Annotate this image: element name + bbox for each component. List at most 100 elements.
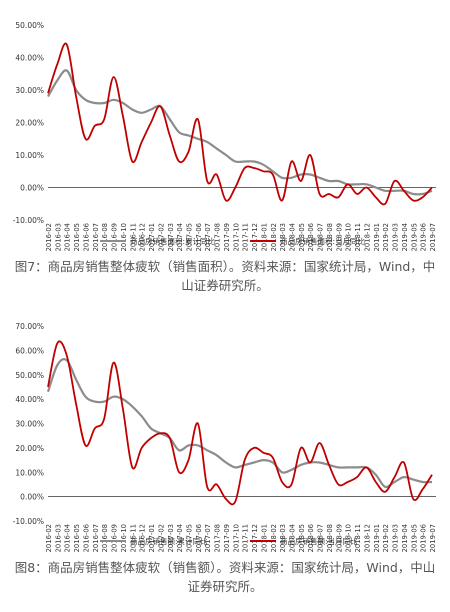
y-tick-label: 40.00% (15, 395, 44, 404)
x-tick-label: 2016-04 (64, 524, 72, 552)
x-tick-label: 2018-09 (335, 524, 343, 552)
x-tick-label: 2019-07 (429, 524, 437, 552)
legend-label: 商品房销售面积:累计同比 (130, 236, 216, 246)
x-tick-label: 2016-11 (129, 223, 137, 251)
x-tick-label: 2016-03 (54, 223, 62, 251)
y-tick-label: 10.00% (15, 468, 44, 477)
x-tick-label: 2016-07 (92, 524, 100, 552)
x-tick-label: 2018-07 (317, 524, 325, 552)
x-tick-label: 2017-08 (214, 524, 222, 552)
x-tick-label: 2018-09 (335, 223, 343, 251)
x-tick-label: 2016-06 (82, 524, 90, 552)
x-tick-label: 2018-12 (363, 223, 371, 251)
x-tick-label: 2019-07 (429, 223, 437, 251)
x-tick-label: 2018-01 (260, 223, 268, 251)
x-tick-label: 2016-05 (73, 524, 81, 552)
x-tick-label: 2017-04 (176, 223, 184, 251)
x-tick-label: 2017-05 (185, 223, 193, 251)
x-tick-label: 2019-02 (382, 524, 390, 552)
x-tick-label: 2016-11 (129, 524, 137, 552)
x-tick-label: 2019-03 (392, 223, 400, 251)
x-tick-label: 2017-01 (148, 524, 156, 552)
series-monthly-yoy-line (47, 42, 433, 206)
legend-label: 商品房销售额:当月同比 (280, 536, 358, 546)
y-tick-label: -10.00% (13, 216, 44, 225)
series-monthly-yoy-line (47, 340, 433, 506)
x-tick-label: 2017-06 (195, 524, 203, 552)
y-tick-label: 10.00% (15, 151, 44, 160)
x-tick-label: 2017-09 (223, 223, 231, 251)
chart-sales-amount: 70.00% 60.00% 50.00% 40.00% 30.00% 20.00% 10.0… (13, 322, 437, 552)
y-tick-label: 20.00% (15, 444, 44, 453)
y-tick-label: 50.00% (15, 371, 44, 380)
chart-sales-area: 50.00% 40.00% 30.00% 20.00% 10.00% 0.00% -10.0… (13, 21, 437, 251)
x-tick-label: 2017-03 (167, 223, 175, 251)
x-tick-label: 2016-09 (111, 223, 119, 251)
x-tick-label: 2018-10 (345, 223, 353, 251)
series-cumulative-yoy-line (47, 69, 433, 196)
x-tick-label: 2018-08 (326, 524, 334, 552)
y-tick-label: 30.00% (15, 420, 44, 429)
x-tick-label: 2018-05 (298, 524, 306, 552)
x-tick-label: 2016-02 (45, 524, 53, 552)
x-tick-label: 2019-06 (420, 524, 428, 552)
y-tick-label: 0.00% (20, 493, 44, 502)
figure-7-caption: 图7：商品房销售整体疲软（销售面积）。资料来源：国家统计局，Wind，中山证券研… (14, 259, 436, 293)
x-tick-label: 2018-04 (289, 524, 297, 552)
x-tick-label: 2017-02 (157, 223, 165, 251)
x-tick-label: 2018-03 (279, 524, 287, 552)
x-tick-label: 2016-10 (120, 223, 128, 251)
x-tick-label: 2019-05 (410, 524, 418, 552)
x-tick-label: 2017-06 (195, 223, 203, 251)
x-tick-label: 2017-09 (223, 524, 231, 552)
x-tick-label: 2017-08 (214, 223, 222, 251)
x-tick-label: 2017-02 (157, 524, 165, 552)
x-tick-label: 2016-08 (101, 524, 109, 552)
x-tick-label: 2016-04 (64, 223, 72, 251)
x-tick-label: 2019-04 (401, 524, 409, 552)
x-tick-label: 2019-04 (401, 223, 409, 251)
x-tick-label: 2016-06 (82, 223, 90, 251)
x-tick-label: 2017-12 (251, 524, 259, 552)
x-tick-label: 2018-03 (279, 223, 287, 251)
x-tick-label: 2018-07 (317, 223, 325, 251)
x-tick-label: 2019-03 (392, 524, 400, 552)
y-tick-label: 60.00% (15, 346, 44, 355)
y-tick-label: 0.00% (20, 184, 44, 193)
y-tick-label: 40.00% (15, 54, 44, 63)
x-tick-label: 2017-04 (176, 524, 184, 552)
x-tick-label: 2018-11 (354, 524, 362, 552)
x-tick-label: 2016-03 (54, 524, 62, 552)
x-tick-label: 2017-12 (251, 223, 259, 251)
legend-label: 商品房销售面积:当月同比 (280, 236, 366, 246)
x-tick-label: 2019-01 (373, 223, 381, 251)
y-tick-label: 20.00% (15, 119, 44, 128)
x-tick-label: 2017-07 (204, 223, 212, 251)
x-tick-label: 2016-10 (120, 524, 128, 552)
x-tick-label: 2016-12 (139, 223, 147, 251)
figure-7: 50.00% 40.00% 30.00% 20.00% 10.00% 0.00% -10.0… (0, 0, 450, 300)
x-tick-label: 2016-05 (73, 223, 81, 251)
x-tick-label: 2017-11 (242, 223, 250, 251)
x-tick-label: 2018-06 (307, 524, 315, 552)
y-tick-label: -10.00% (13, 517, 44, 526)
x-tick-label: 2016-09 (111, 524, 119, 552)
legend-label: 商品房销售额:累计同比 (130, 536, 208, 546)
x-tick-label: 2018-05 (298, 223, 306, 251)
y-tick-label: 30.00% (15, 86, 44, 95)
series-cumulative-yoy-line (46, 358, 433, 489)
x-tick-label: 2018-06 (307, 223, 315, 251)
x-tick-label: 2019-01 (373, 524, 381, 552)
x-tick-label: 2019-02 (382, 223, 390, 251)
x-tick-label: 2016-02 (45, 223, 53, 251)
x-tick-label: 2018-12 (363, 524, 371, 552)
x-tick-label: 2019-06 (420, 223, 428, 251)
x-tick-label: 2019-05 (410, 223, 418, 251)
x-tick-label: 2016-08 (101, 223, 109, 251)
x-tick-label: 2017-10 (232, 524, 240, 552)
x-tick-label: 2017-10 (232, 223, 240, 251)
x-tick-label: 2017-03 (167, 524, 175, 552)
y-tick-label: 70.00% (15, 322, 44, 331)
x-tick-label: 2016-07 (92, 223, 100, 251)
x-tick-label: 2018-08 (326, 223, 334, 251)
